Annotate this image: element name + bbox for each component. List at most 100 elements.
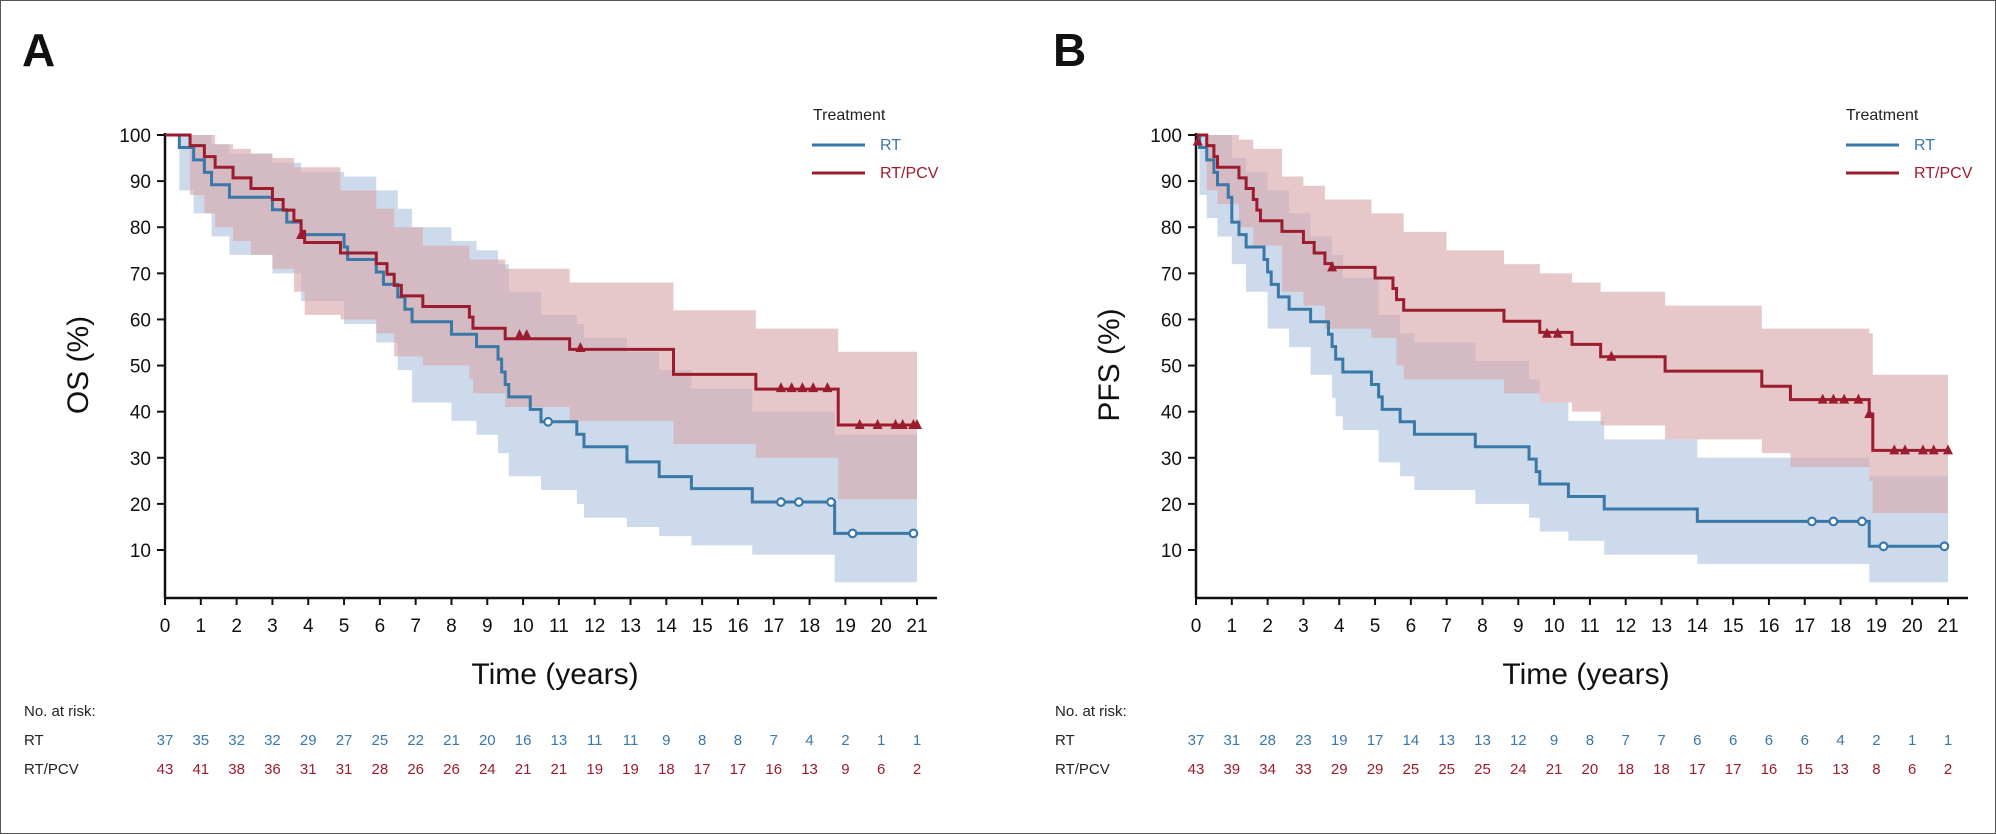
panel-b-rtpcv-censor-mark (1817, 393, 1828, 404)
panel-a-risk-rtpcv-value: 2 (913, 761, 921, 778)
panel-a-ytick-label: 100 (119, 126, 151, 147)
panel-a-rtpcv-censor-mark (521, 329, 532, 340)
panel-a-risk-rtpcv-value: 9 (841, 761, 849, 778)
panel-a-ytick-label: 90 (130, 172, 151, 193)
panel-b-risk-label-rtpcv: RT/PCV (1055, 761, 1110, 778)
panel-b-risk-rtpcv-value: 25 (1474, 761, 1491, 778)
panel-a-xtick-label: 7 (410, 616, 421, 637)
panel-a-xtick-label: 21 (906, 616, 927, 637)
panel-b-risk-rt-value: 7 (1657, 732, 1665, 749)
panel-b-risk-rt-value: 19 (1331, 732, 1348, 749)
panel-a-risk-rt-value: 9 (662, 732, 670, 749)
panel-b-rtpcv-censor-mark (1928, 444, 1939, 455)
panel-a-risk-rt-value: 1 (913, 732, 921, 749)
panel-a-xtick-label: 3 (267, 616, 278, 637)
panel-b-rtpcv-censor-mark (1606, 350, 1617, 361)
panel-a-risk-rt-value: 22 (407, 732, 424, 749)
panel-a-xtick-label: 15 (692, 616, 713, 637)
panel-b-rtpcv-censor-mark (1889, 444, 1900, 455)
panel-b-ytick-label: 20 (1161, 495, 1182, 516)
panel-b-rt-curve (1196, 133, 1948, 548)
panel-b-risk-rt-value: 14 (1403, 732, 1420, 749)
panel-a-plot: 1020304050607080901000374313541232383323… (119, 126, 937, 778)
panel-b-risk-rtpcv-value: 24 (1510, 761, 1527, 778)
panel-b-xtick-label: 4 (1334, 616, 1345, 637)
panel-b-rtpcv-ci-band (1196, 135, 1948, 514)
panel-a-rtpcv-censor-mark (890, 419, 901, 430)
panel-b-risk-rt-value: 6 (1729, 732, 1737, 749)
panel-a-xtick-label: 19 (835, 616, 856, 637)
panel-b-xtick-label: 19 (1866, 616, 1887, 637)
panel-b-ytick-label: 40 (1161, 403, 1182, 424)
panel-a-risk-rtpcv-value: 31 (300, 761, 317, 778)
panel-b-xlabel: Time (years) (1502, 658, 1669, 691)
panel-a-risk-rtpcv-value: 17 (730, 761, 747, 778)
panel-a-ytick-label: 80 (130, 218, 151, 239)
panel-a-rtpcv-censor-mark (897, 419, 908, 430)
panel-a-xtick-label: 2 (231, 616, 242, 637)
panel-a-rtpcv-ci-band (165, 135, 917, 500)
panel-a-rtpcv-censor-mark (872, 419, 883, 430)
panel-a-risk-rt-value: 11 (587, 732, 603, 749)
panel-a-risk-rtpcv-value: 13 (801, 761, 818, 778)
panel-b-xtick-label: 9 (1513, 616, 1524, 637)
panel-b-rtpcv-censor-mark (1917, 444, 1928, 455)
panel-b-xtick-label: 7 (1441, 616, 1452, 637)
panel-b-risk-rt-value: 28 (1259, 732, 1276, 749)
panel-b-risk-rtpcv-value: 21 (1546, 761, 1563, 778)
panel-a-risk-rt-value: 29 (300, 732, 317, 749)
panel-a-risk-rtpcv-value: 41 (192, 761, 209, 778)
panel-b-rt-censor-mark (1807, 516, 1817, 527)
panel-b-risk-rt-value: 13 (1474, 732, 1491, 749)
panel-a-rtpcv-censor-mark (822, 382, 833, 393)
panel-a-xtick-label: 14 (656, 616, 678, 637)
panel-a-ytick-label: 20 (130, 495, 151, 516)
panel-b-risk-rt-value: 6 (1693, 732, 1701, 749)
panel-b-risk-label-rt: RT (1055, 732, 1075, 749)
panel-b-rtpcv-censor-mark (1327, 261, 1338, 272)
panel-b-ytick-label: 80 (1161, 218, 1182, 239)
panel-b-xtick-label: 18 (1830, 616, 1851, 637)
panel-b-legend-rtpcv-label: RT/PCV (1914, 165, 1973, 182)
panel-a-risk-rtpcv-value: 19 (622, 761, 639, 778)
panel-a-rt-curve (165, 133, 917, 535)
panel-b-risk-rtpcv-value: 29 (1367, 761, 1384, 778)
panel-a-letter: A (22, 24, 55, 76)
panel-a-risk-rtpcv-value: 38 (228, 761, 245, 778)
panel-a-rt-censor-mark (793, 497, 804, 507)
panel-b-risk-rtpcv-value: 39 (1223, 761, 1240, 778)
panel-a-risk-rt-value: 16 (515, 732, 532, 749)
panel-b-xtick-label: 1 (1227, 616, 1238, 637)
panel-a-risk-rtpcv-value: 31 (336, 761, 353, 778)
panel-a-risk-rtpcv-value: 19 (586, 761, 603, 778)
panel-b-risk-rt-value: 8 (1586, 732, 1594, 749)
panel-a-risk-rt-value: 2 (841, 732, 849, 749)
panel-a-rtpcv-censor-mark (296, 229, 307, 240)
panel-b-risk-rtpcv-value: 18 (1617, 761, 1634, 778)
panel-b-risk-rt-value: 7 (1622, 732, 1630, 749)
panel-a-risk-rt-value: 11 (623, 732, 639, 749)
panel-b-ytick-label: 90 (1161, 172, 1182, 193)
panel-a-risk-label-rt: RT (24, 732, 44, 749)
panel-b-rtpcv-censor-mark (1541, 327, 1552, 338)
panel-a-ytick-label: 10 (130, 541, 151, 562)
panel-a-risk-rt-value: 20 (479, 732, 496, 749)
panel-a-rt-censor-mark (847, 528, 858, 539)
panel-a-rtpcv-censor-mark (797, 382, 808, 393)
panel-a-risk-rtpcv-value: 6 (877, 761, 885, 778)
panel-a-rtpcv-curve (165, 133, 917, 427)
panel-a-risk-title: No. at risk: (24, 703, 96, 720)
panel-a-xlabel: Time (years) (471, 658, 638, 691)
panel-b-rtpcv-censor-mark (1853, 393, 1864, 404)
panel-a-risk-rt-value: 32 (264, 732, 281, 749)
panel-b-ytick-label: 100 (1150, 126, 1182, 147)
panel-a-xtick-label: 9 (482, 616, 493, 637)
panel-a-rt-censor-mark (776, 497, 786, 507)
panel-b-risk-rtpcv-value: 8 (1872, 761, 1880, 778)
panel-b-rtpcv-censor-mark (1192, 135, 1203, 146)
panel-b-rtpcv-censor-mark (1828, 393, 1839, 404)
panel-a-rtpcv-censor-mark (786, 382, 797, 393)
panel-b-ytick-label: 70 (1161, 264, 1182, 285)
panel-a-risk-rt-value: 1 (877, 732, 885, 749)
panel-b-xtick-label: 2 (1262, 616, 1273, 637)
